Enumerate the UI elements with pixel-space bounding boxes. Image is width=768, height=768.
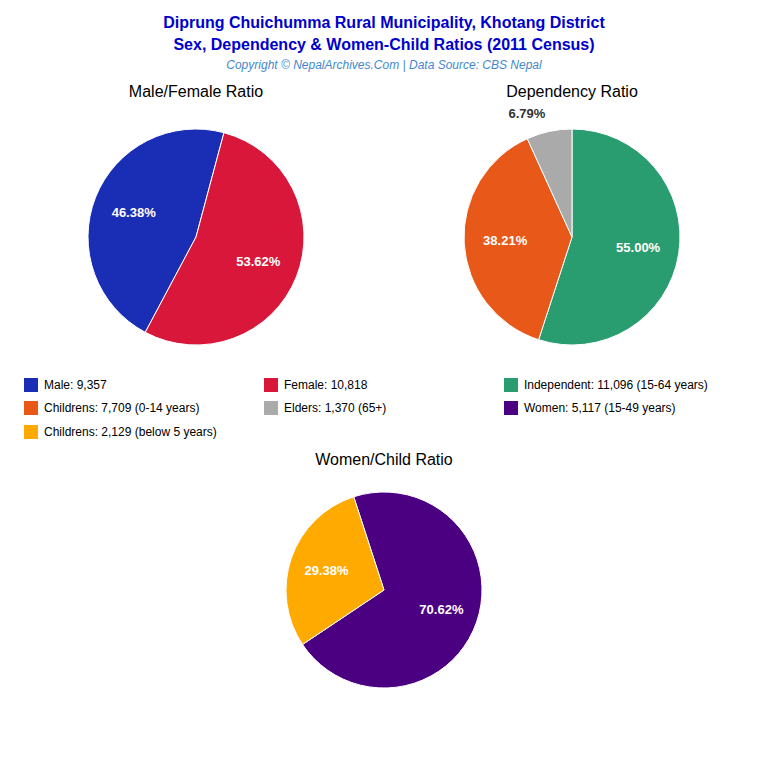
svg-text:53.62%: 53.62%	[236, 254, 281, 269]
svg-text:6.79%: 6.79%	[508, 106, 545, 121]
html-text:Copyright © NepalArchives.Com: Copyright © NepalArchives.Com | Data Sou…	[226, 58, 542, 72]
html-text:Elders: 1,370 (65+): Elders: 1,370 (65+)	[284, 401, 387, 416]
html-text:Women: 5,117 (15-49 years): Women: 5,117 (15-49 years)	[523, 401, 676, 416]
html-text:Male: 9,357: Male: 9,357	[44, 378, 107, 392]
html-text:Diprung Chuichumma Rural Munic: Diprung Chuichumma Rural Municipality, K…	[163, 14, 605, 31]
html-text:Sex, Dependency & Women-Child: Sex, Dependency & Women-Child Ratios (20…	[173, 36, 595, 53]
svg-text:29.38%: 29.38%	[305, 563, 350, 578]
svg-text:55.00%: 55.00%	[616, 240, 661, 255]
html-text:Dependency Ratio: Dependency Ratio	[506, 83, 638, 100]
html-text:Female: 10,818: Female: 10,818	[284, 378, 368, 392]
svg-text:46.38%: 46.38%	[112, 205, 157, 220]
html-text:Independent: 11,096 (15-64 yea: Independent: 11,096 (15-64 years)	[523, 378, 708, 392]
html-text:Childrens: 2,129 (below 5 year: Childrens: 2,129 (below 5 years)	[44, 424, 217, 439]
svg-text:70.62%: 70.62%	[419, 602, 464, 617]
html-text:Childrens: 7,709 (0-14 years): Childrens: 7,709 (0-14 years)	[44, 401, 200, 416]
html-text:Male/Female Ratio: Male/Female Ratio	[128, 83, 264, 100]
svg-text:38.21%: 38.21%	[483, 233, 528, 248]
html-text:Women/Child Ratio: Women/Child Ratio	[315, 451, 453, 468]
